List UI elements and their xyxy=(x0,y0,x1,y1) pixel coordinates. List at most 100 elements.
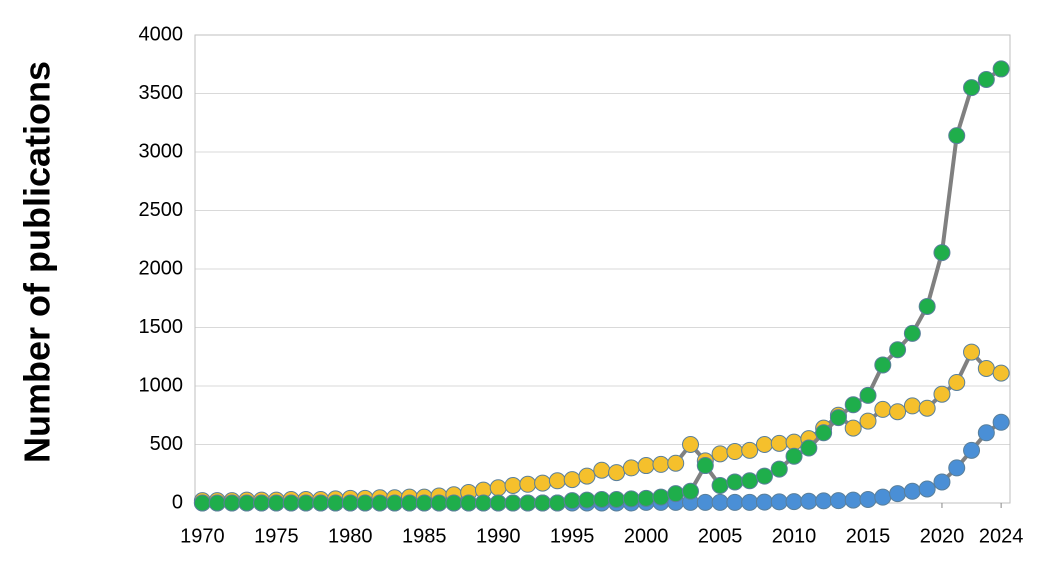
data-point xyxy=(903,324,921,342)
x-tick-label: 1970 xyxy=(180,525,225,547)
data-point xyxy=(534,494,552,512)
data-point xyxy=(726,443,744,461)
data-point xyxy=(267,494,285,512)
data-point xyxy=(282,494,300,512)
data-point xyxy=(844,396,862,414)
data-point xyxy=(726,493,744,511)
data-point xyxy=(741,493,759,511)
data-point xyxy=(593,461,611,479)
data-point xyxy=(637,489,655,507)
data-point xyxy=(548,472,566,490)
data-point xyxy=(371,494,389,512)
data-point xyxy=(445,494,463,512)
data-point xyxy=(696,493,714,511)
data-point xyxy=(637,457,655,475)
data-point xyxy=(770,493,788,511)
data-point xyxy=(903,397,921,415)
y-tick-label: 2000 xyxy=(139,257,184,279)
data-point xyxy=(741,441,759,459)
data-point xyxy=(992,364,1010,382)
data-point xyxy=(815,492,833,510)
y-tick-label: 500 xyxy=(150,433,183,455)
data-point xyxy=(815,424,833,442)
data-point xyxy=(755,493,773,511)
x-tick-label: 2015 xyxy=(846,525,891,547)
data-point xyxy=(711,476,729,494)
data-point xyxy=(948,127,966,145)
data-point xyxy=(800,492,818,510)
data-point xyxy=(622,459,640,477)
data-point xyxy=(741,472,759,490)
data-point xyxy=(711,445,729,463)
y-tick-label: 4000 xyxy=(139,23,184,45)
data-point xyxy=(770,434,788,452)
data-point xyxy=(874,400,892,418)
data-point xyxy=(874,356,892,374)
data-point xyxy=(889,485,907,503)
data-point xyxy=(563,471,581,489)
y-tick-label: 0 xyxy=(172,491,183,513)
data-point xyxy=(918,399,936,417)
data-point xyxy=(238,494,256,512)
data-point xyxy=(682,436,700,453)
data-point xyxy=(948,373,966,391)
data-point xyxy=(297,494,315,512)
x-tick-label: 2024 xyxy=(979,525,1024,547)
data-point xyxy=(933,385,951,403)
x-tick-label: 1975 xyxy=(254,525,299,547)
x-tick-label: 1985 xyxy=(402,525,447,547)
y-tick-label: 1000 xyxy=(139,374,184,396)
data-point xyxy=(963,79,981,97)
data-point xyxy=(474,494,492,512)
data-point xyxy=(755,436,773,453)
data-point xyxy=(341,494,359,512)
data-point xyxy=(963,441,981,459)
data-point xyxy=(755,467,773,485)
y-tick-label: 2500 xyxy=(139,199,184,221)
data-point xyxy=(933,473,951,491)
data-point xyxy=(785,493,803,511)
data-point xyxy=(430,494,448,512)
data-point xyxy=(963,343,981,361)
data-point xyxy=(874,488,892,506)
data-point xyxy=(327,494,345,512)
data-point xyxy=(933,244,951,262)
data-point xyxy=(608,490,626,508)
data-point xyxy=(711,493,729,511)
series-line xyxy=(202,67,1003,505)
data-point xyxy=(504,494,522,512)
data-point xyxy=(667,454,685,472)
data-point xyxy=(652,488,670,506)
y-tick-label: 1500 xyxy=(139,316,184,338)
data-point xyxy=(829,409,847,427)
data-point xyxy=(682,482,700,500)
data-point xyxy=(312,494,330,512)
data-point xyxy=(548,494,566,512)
data-point xyxy=(253,494,271,512)
data-point xyxy=(356,494,374,512)
data-point xyxy=(859,412,877,430)
data-point xyxy=(519,494,537,512)
data-point xyxy=(889,403,907,421)
data-point xyxy=(844,419,862,437)
data-point xyxy=(622,490,640,508)
data-point xyxy=(593,490,611,508)
data-point xyxy=(460,494,478,512)
data-point xyxy=(770,460,788,478)
data-point xyxy=(977,359,995,377)
data-point xyxy=(652,455,670,473)
data-point xyxy=(918,297,936,315)
data-point xyxy=(489,479,507,497)
data-point xyxy=(415,494,433,512)
data-point xyxy=(800,439,818,457)
data-point xyxy=(859,490,877,508)
y-axis-label: Number of publications xyxy=(17,61,58,463)
x-tick-label: 2010 xyxy=(772,525,817,547)
data-point xyxy=(844,491,862,509)
x-tick-label: 1980 xyxy=(328,525,373,547)
data-point xyxy=(534,474,552,492)
data-point xyxy=(829,492,847,510)
data-point xyxy=(563,492,581,510)
data-point xyxy=(859,386,877,404)
